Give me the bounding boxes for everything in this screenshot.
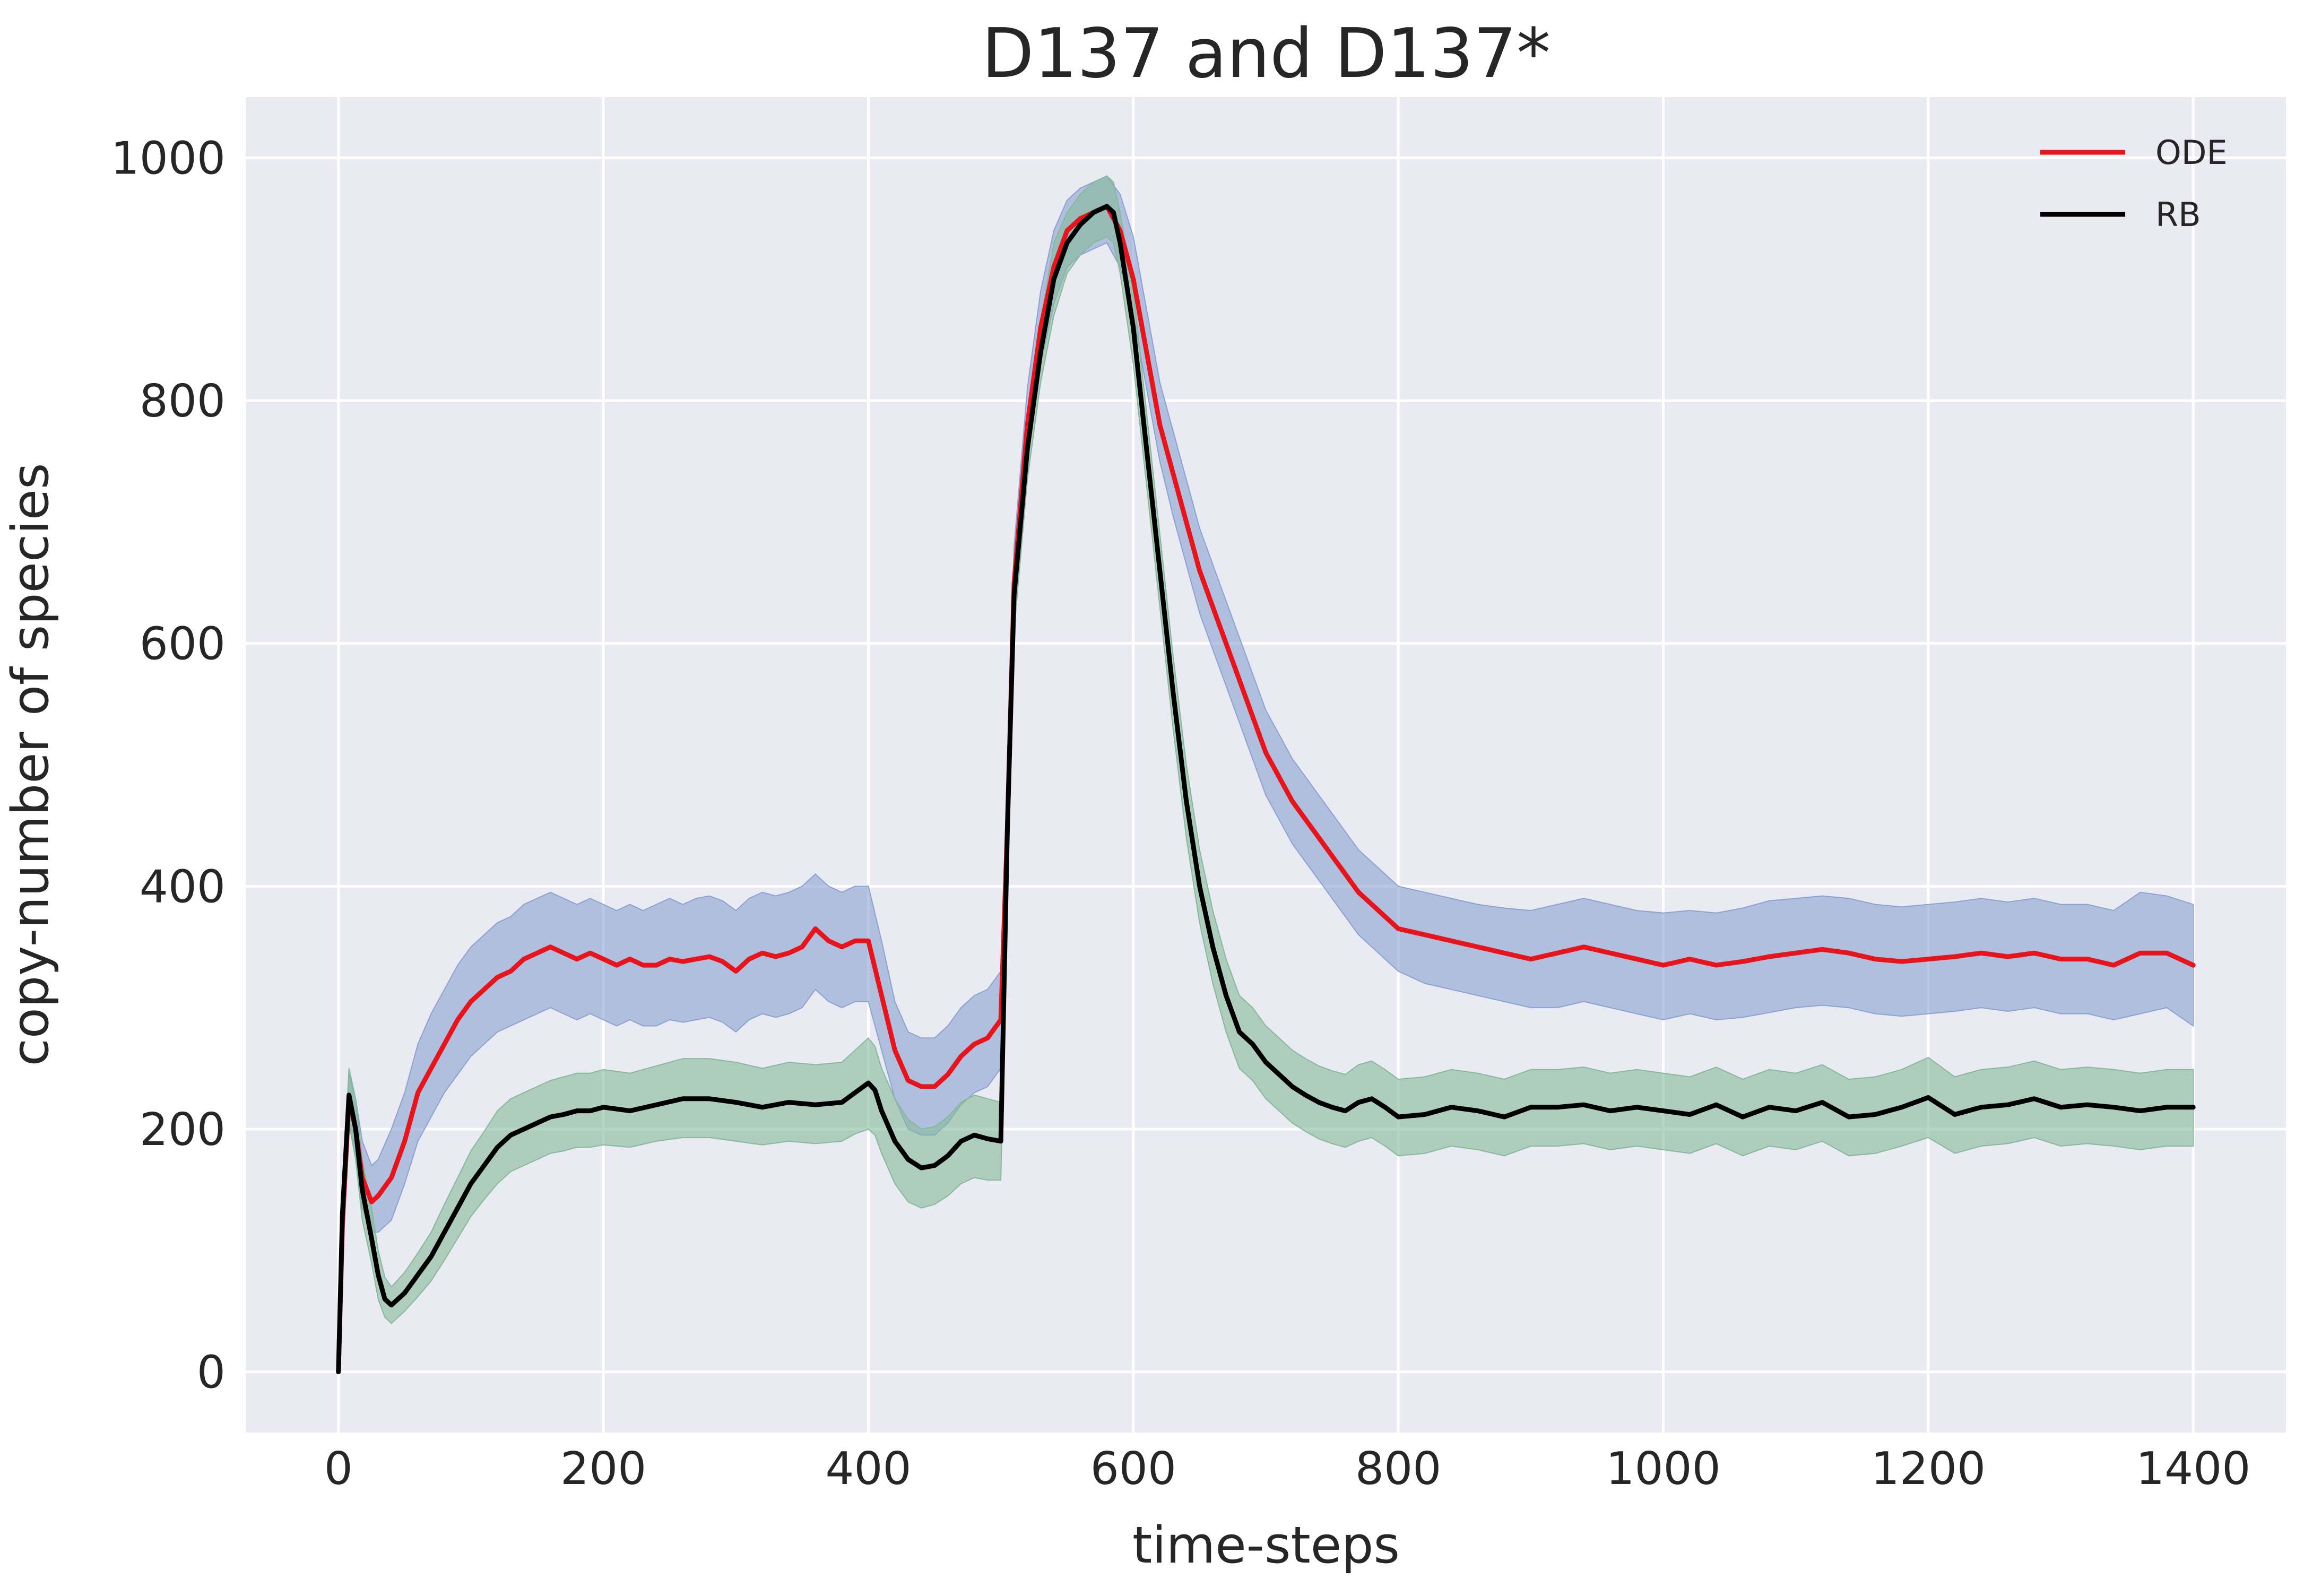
- y-tick-label: 1000: [111, 132, 226, 185]
- y-tick-label: 600: [140, 618, 226, 671]
- x-tick-label: 400: [825, 1443, 911, 1495]
- y-tick-label: 400: [140, 861, 226, 913]
- line-rb: [336, 204, 2196, 1375]
- series-lines: [336, 204, 2196, 1375]
- legend-label-ode: ODE: [2155, 133, 2228, 172]
- x-tick-label: 1000: [1606, 1443, 1720, 1495]
- tick-labels: 0 200 400 600 800 1000 1200 1400 0 200 400 600 800 10…: [111, 132, 2251, 1495]
- y-axis-label: copy-number of species: [2, 463, 60, 1066]
- legend-label-rb: RB: [2155, 195, 2201, 234]
- x-axis-label: time-steps: [1132, 1516, 1400, 1575]
- x-tick-label: 1200: [1871, 1443, 1986, 1495]
- x-tick-label: 1400: [2136, 1443, 2250, 1495]
- legend: ODE RB: [2040, 133, 2228, 234]
- x-tick-label: 600: [1090, 1443, 1176, 1495]
- line-ode: [336, 204, 2196, 1375]
- x-tick-label: 800: [1355, 1443, 1441, 1495]
- chart-title: D137 and D137*: [982, 14, 1551, 93]
- y-tick-label: 800: [140, 375, 226, 428]
- y-tick-label: 200: [140, 1104, 226, 1156]
- y-tick-label: 0: [197, 1347, 226, 1399]
- x-tick-label: 0: [324, 1443, 353, 1495]
- x-tick-label: 200: [560, 1443, 646, 1495]
